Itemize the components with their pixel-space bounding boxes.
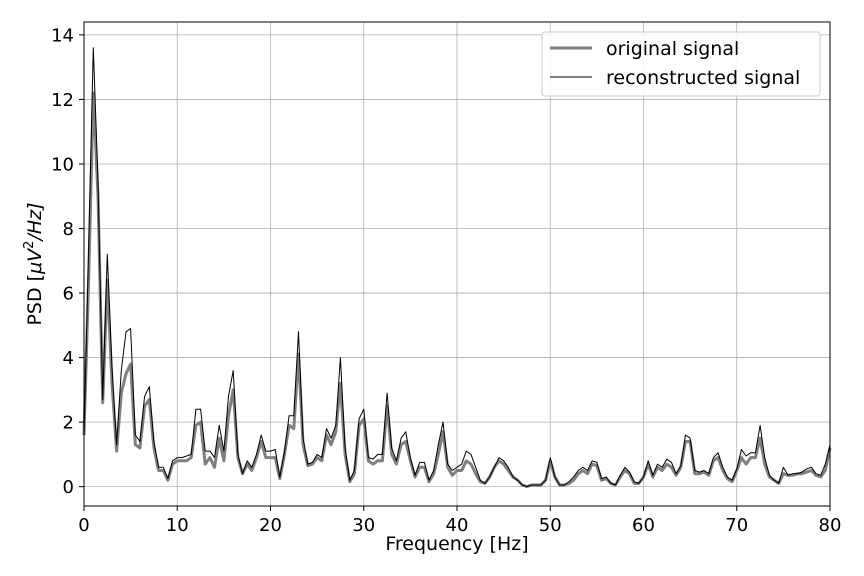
y-axis-title-v: V bbox=[24, 247, 46, 262]
x-tick-label: 40 bbox=[446, 515, 469, 536]
y-tick-label: 0 bbox=[63, 477, 74, 498]
y-axis-title-prefix: PSD [ bbox=[24, 274, 46, 326]
y-tick-label: 10 bbox=[51, 154, 74, 175]
y-axis-title-sup: 2 bbox=[22, 241, 37, 249]
x-tick-label: 60 bbox=[632, 515, 655, 536]
series-lines bbox=[82, 47, 832, 489]
series-line-original bbox=[82, 91, 832, 489]
y-tick-label: 14 bbox=[51, 25, 74, 46]
y-axis-title-mu: μ bbox=[24, 262, 46, 275]
y-tick-label: 4 bbox=[63, 348, 74, 369]
legend-label-original: original signal bbox=[606, 38, 739, 60]
legend: original signal reconstructed signal bbox=[541, 31, 821, 97]
legend-box bbox=[541, 31, 821, 97]
grid-lines bbox=[83, 22, 831, 506]
x-axis: 0 10 20 30 40 50 60 70 80 bbox=[78, 506, 841, 536]
x-tick-label: 50 bbox=[539, 515, 562, 536]
x-tick-label: 80 bbox=[819, 515, 842, 536]
x-tick-label: 0 bbox=[78, 515, 89, 536]
y-tick-label: 6 bbox=[63, 284, 74, 305]
x-tick-label: 30 bbox=[352, 515, 375, 536]
x-tick-label: 20 bbox=[259, 515, 282, 536]
legend-label-reconstructed: reconstructed signal bbox=[606, 67, 800, 89]
y-axis-title-suffix: /Hz] bbox=[24, 202, 46, 242]
y-tick-label: 8 bbox=[63, 219, 74, 240]
y-tick-label: 12 bbox=[51, 90, 74, 111]
y-axis-title: PSD [μV2/Hz] bbox=[22, 202, 46, 325]
series-line-reconstructed bbox=[83, 47, 831, 488]
x-tick-label: 10 bbox=[166, 515, 189, 536]
x-tick-label: 70 bbox=[725, 515, 748, 536]
y-axis: 0 2 4 6 8 10 12 14 bbox=[51, 25, 84, 498]
x-axis-title: Frequency [Hz] bbox=[385, 533, 528, 555]
y-tick-label: 2 bbox=[63, 413, 74, 434]
